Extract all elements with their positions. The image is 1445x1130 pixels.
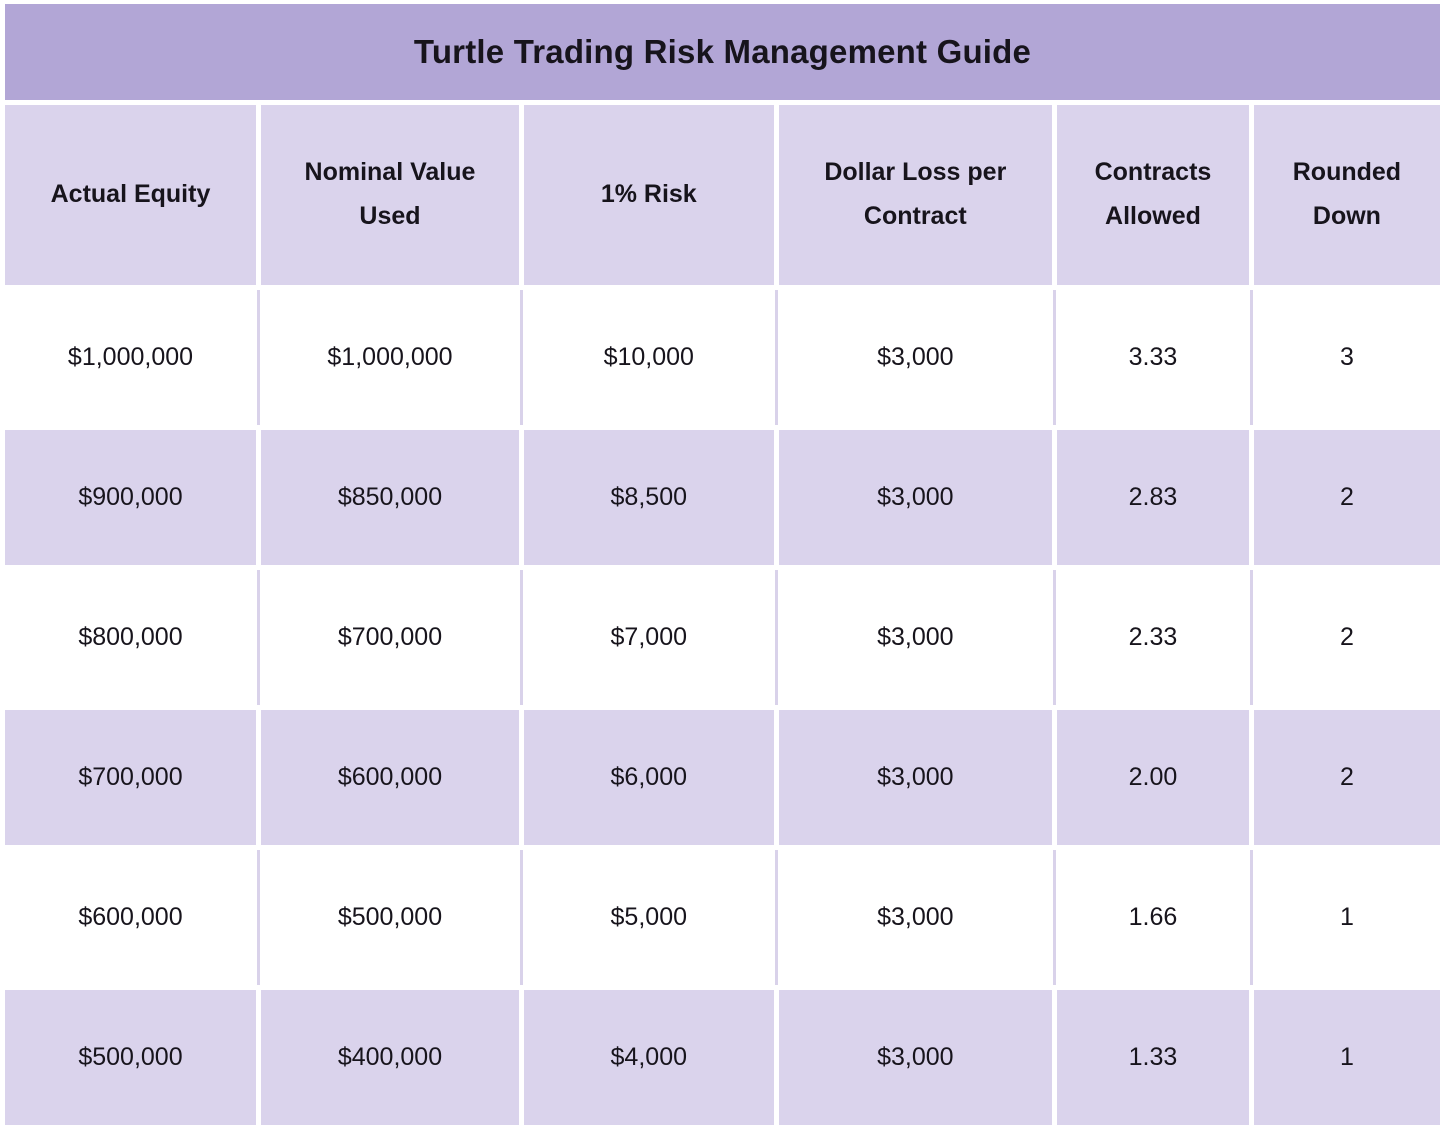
table-row: $700,000 $600,000 $6,000 $3,000 2.00 2 [5, 710, 1440, 845]
table-row: $600,000 $500,000 $5,000 $3,000 1.66 1 [5, 850, 1440, 985]
cell-contracts-allowed: 2.83 [1057, 430, 1249, 565]
table-row: $800,000 $700,000 $7,000 $3,000 2.33 2 [5, 570, 1440, 705]
header-rounded-down: Rounded Down [1253, 105, 1440, 285]
cell-risk: $4,000 [523, 990, 774, 1125]
cell-contracts-allowed: 3.33 [1057, 290, 1253, 425]
cell-risk: $5,000 [523, 850, 778, 985]
cell-risk: $10,000 [523, 290, 778, 425]
header-1pct-risk: 1% Risk [523, 105, 774, 285]
cell-nominal-value: $700,000 [260, 570, 524, 705]
cell-nominal-value: $600,000 [260, 710, 519, 845]
header-actual-equity: Actual Equity [5, 105, 256, 285]
cell-rounded-down: 2 [1253, 570, 1440, 705]
cell-risk: $7,000 [523, 570, 778, 705]
cell-dollar-loss: $3,000 [778, 990, 1053, 1125]
header-row: Actual Equity Nominal Value Used 1% Risk… [5, 105, 1440, 285]
cell-contracts-allowed: 2.00 [1057, 710, 1249, 845]
table-row: $500,000 $400,000 $4,000 $3,000 1.33 1 [5, 990, 1440, 1125]
cell-nominal-value: $1,000,000 [260, 290, 524, 425]
table-row: $900,000 $850,000 $8,500 $3,000 2.83 2 [5, 430, 1440, 565]
header-contracts-allowed: Contracts Allowed [1057, 105, 1249, 285]
cell-actual-equity: $800,000 [5, 570, 260, 705]
cell-actual-equity: $500,000 [5, 990, 256, 1125]
cell-rounded-down: 2 [1253, 710, 1440, 845]
cell-actual-equity: $1,000,000 [5, 290, 260, 425]
risk-table: Actual Equity Nominal Value Used 1% Risk… [0, 100, 1445, 1130]
cell-risk: $6,000 [523, 710, 774, 845]
cell-dollar-loss: $3,000 [778, 290, 1056, 425]
header-dollar-loss-per-contract: Dollar Loss per Contract [778, 105, 1053, 285]
cell-nominal-value: $400,000 [260, 990, 519, 1125]
cell-actual-equity: $900,000 [5, 430, 256, 565]
table-title: Turtle Trading Risk Management Guide [5, 4, 1440, 100]
cell-nominal-value: $850,000 [260, 430, 519, 565]
cell-dollar-loss: $3,000 [778, 430, 1053, 565]
cell-rounded-down: 1 [1253, 990, 1440, 1125]
cell-contracts-allowed: 2.33 [1057, 570, 1253, 705]
cell-contracts-allowed: 1.33 [1057, 990, 1249, 1125]
cell-rounded-down: 2 [1253, 430, 1440, 565]
cell-rounded-down: 1 [1253, 850, 1440, 985]
cell-dollar-loss: $3,000 [778, 570, 1056, 705]
cell-nominal-value: $500,000 [260, 850, 524, 985]
cell-contracts-allowed: 1.66 [1057, 850, 1253, 985]
cell-actual-equity: $600,000 [5, 850, 260, 985]
cell-rounded-down: 3 [1253, 290, 1440, 425]
cell-actual-equity: $700,000 [5, 710, 256, 845]
cell-risk: $8,500 [523, 430, 774, 565]
cell-dollar-loss: $3,000 [778, 850, 1056, 985]
cell-dollar-loss: $3,000 [778, 710, 1053, 845]
header-nominal-value-used: Nominal Value Used [260, 105, 519, 285]
table-row: $1,000,000 $1,000,000 $10,000 $3,000 3.3… [5, 290, 1440, 425]
